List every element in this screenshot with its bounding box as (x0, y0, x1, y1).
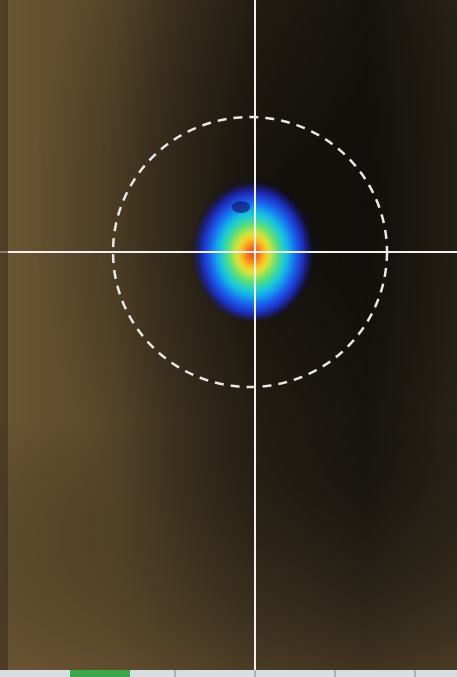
strip-base (0, 670, 457, 677)
strip-segment (70, 670, 130, 677)
left-edge (0, 0, 8, 677)
beam-spot (193, 174, 313, 318)
bottom-strip (0, 670, 457, 677)
background-glow (0, 420, 457, 677)
beam-artifact (232, 201, 250, 213)
